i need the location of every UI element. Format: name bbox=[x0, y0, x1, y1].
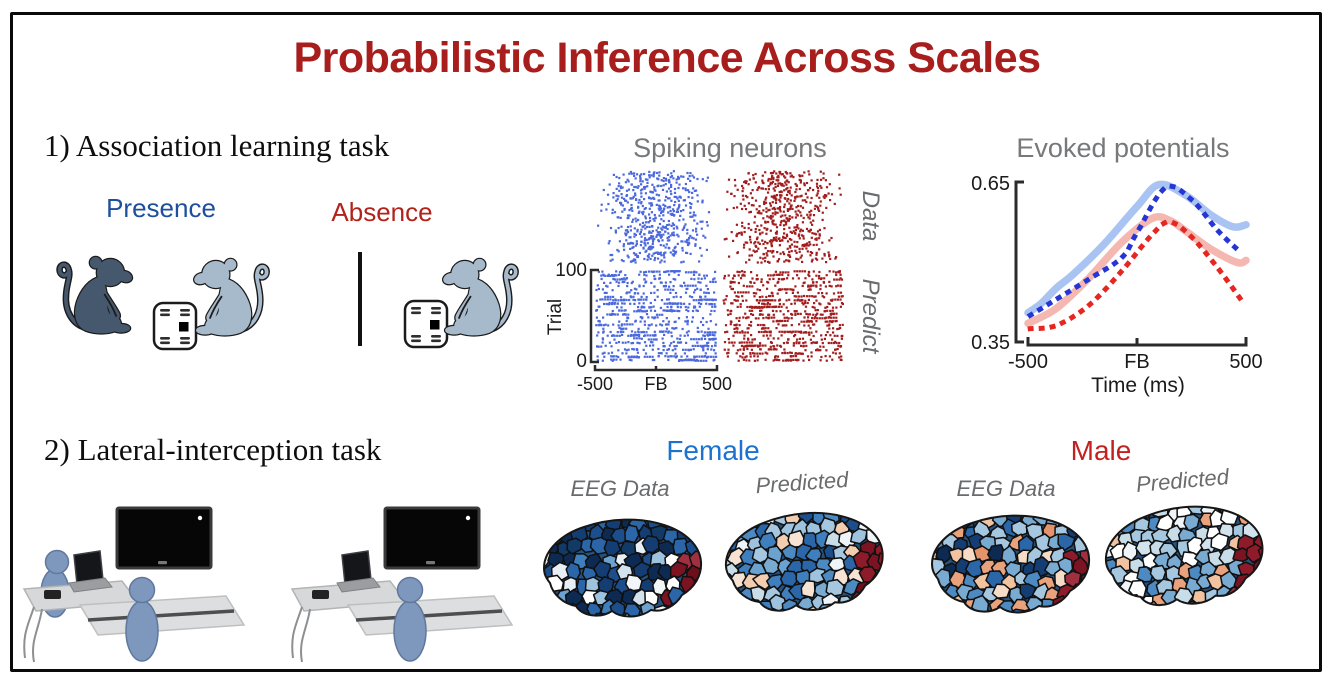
laptop-base bbox=[68, 577, 113, 593]
brain-map-female-predicted bbox=[723, 509, 886, 615]
figure-border bbox=[10, 12, 1322, 672]
curve-presence-model-prediction bbox=[1026, 183, 1244, 319]
curve-presence-eeg-data bbox=[1024, 180, 1250, 317]
raster-ylabel: Trial bbox=[545, 299, 566, 335]
section1-heading: 1) Association learning task bbox=[44, 128, 390, 163]
curve-absence-eeg-data bbox=[1024, 213, 1250, 328]
raster-xtick-fb: FB bbox=[644, 374, 667, 394]
figure-title: Probabilistic Inference Across Scales bbox=[293, 34, 1041, 82]
recording-box bbox=[44, 590, 61, 599]
response-device-icon bbox=[403, 299, 449, 349]
cable bbox=[300, 608, 311, 663]
recording-box bbox=[312, 590, 329, 599]
interception-scene-absence bbox=[290, 506, 514, 663]
brain-map-male-eeg bbox=[930, 514, 1091, 614]
experimenter-head bbox=[44, 549, 70, 575]
raster-xtick-m500: -500 bbox=[577, 374, 613, 394]
raster-ytick-0: 0 bbox=[576, 351, 587, 372]
evoked-potentials-plot: 0.65 0.35 -500 FB 500 Time (ms) bbox=[971, 173, 1263, 397]
tv-logo bbox=[158, 561, 167, 565]
tv-led bbox=[465, 515, 471, 521]
raster-xtick-500: 500 bbox=[702, 374, 732, 394]
light-monkey-icon bbox=[193, 259, 267, 335]
participant-body bbox=[125, 600, 159, 662]
laptop-base bbox=[336, 577, 381, 593]
evoked-xtick-500: 500 bbox=[1229, 351, 1262, 373]
evoked-ytick-065: 0.65 bbox=[971, 173, 1010, 195]
raster-row-label-data: Data bbox=[857, 191, 884, 242]
absence-label: Absence bbox=[331, 197, 433, 227]
light-monkey-icon bbox=[442, 259, 516, 335]
spiking-plot-title: Spiking neurons bbox=[633, 133, 827, 163]
female-eeg-data-label: EEG Data bbox=[570, 476, 670, 501]
section2-heading: 2) Lateral-interception task bbox=[44, 432, 382, 467]
evoked-xlabel: Time (ms) bbox=[1091, 374, 1185, 397]
raster-x-axis bbox=[593, 365, 719, 372]
female-label: Female bbox=[666, 435, 760, 466]
presence-label: Presence bbox=[106, 193, 216, 223]
tv-logo bbox=[426, 561, 435, 565]
raster-y-axis bbox=[589, 268, 599, 364]
participant-head bbox=[396, 576, 424, 604]
evoked-x-axis bbox=[1026, 337, 1248, 347]
male-eeg-data-label: EEG Data bbox=[956, 476, 1056, 501]
participant-body bbox=[393, 600, 427, 662]
response-device-icon bbox=[152, 301, 198, 351]
cable bbox=[32, 608, 43, 663]
interception-scene-presence bbox=[22, 506, 246, 663]
cable bbox=[291, 606, 303, 659]
evoked-plot-title: Evoked potentials bbox=[1016, 133, 1230, 163]
tv-screen bbox=[383, 506, 481, 570]
absence-scene bbox=[358, 252, 534, 349]
brain-map-female-eeg bbox=[542, 518, 703, 618]
tv-screen bbox=[115, 506, 213, 570]
raster-row-label-predict: Predict bbox=[857, 279, 884, 355]
spiking-raster-plot: 100 0 Trial -500 FB 500 Data Predict bbox=[545, 170, 884, 394]
slider-track bbox=[87, 609, 235, 622]
dark-monkey-icon bbox=[60, 257, 134, 333]
male-label: Male bbox=[1070, 435, 1132, 466]
evoked-xtick-fb: FB bbox=[1124, 351, 1150, 373]
raster-dots bbox=[595, 170, 844, 362]
raster-ytick-100: 100 bbox=[555, 260, 587, 281]
evoked-xtick-m500: -500 bbox=[1008, 351, 1048, 373]
evoked-y-axis bbox=[1014, 180, 1024, 344]
tv-led bbox=[197, 515, 203, 521]
evoked-ytick-035: 0.35 bbox=[971, 332, 1010, 354]
evoked-curves bbox=[1024, 180, 1250, 332]
brain-map-male-predicted bbox=[1102, 501, 1267, 610]
participant-head bbox=[128, 576, 156, 604]
slider-track bbox=[355, 609, 503, 622]
presence-scene bbox=[45, 244, 280, 351]
cable bbox=[23, 606, 35, 659]
